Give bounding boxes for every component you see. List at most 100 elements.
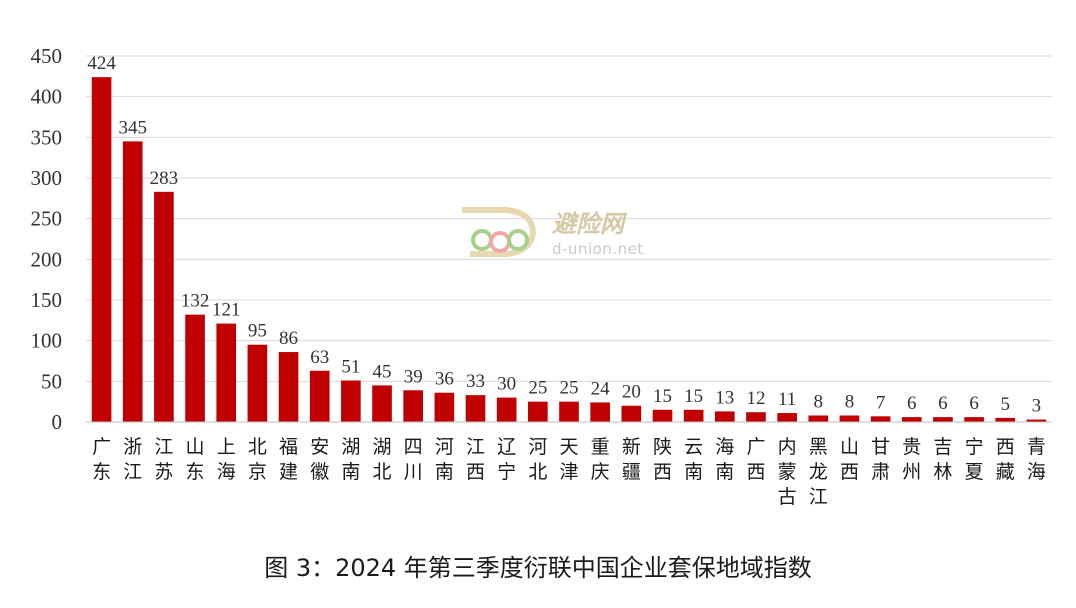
x-category-label: 贵州	[902, 436, 921, 483]
data-label: 7	[876, 392, 886, 413]
x-category-label: 海南	[715, 436, 734, 483]
gridlines	[86, 55, 1052, 382]
y-tick-label: 450	[31, 44, 63, 68]
x-category-label: 山东	[186, 436, 205, 483]
bar	[122, 141, 143, 422]
data-label: 132	[181, 291, 210, 312]
y-tick-label: 0	[52, 410, 63, 434]
data-label: 6	[938, 393, 948, 414]
data-label: 345	[118, 117, 147, 138]
data-label: 11	[778, 389, 796, 410]
bar	[995, 417, 1016, 422]
data-label: 39	[404, 366, 423, 387]
x-category-label: 北京	[248, 436, 267, 483]
data-label: 121	[212, 300, 241, 321]
bar	[714, 411, 735, 422]
bar	[403, 390, 424, 422]
data-label: 20	[622, 382, 641, 403]
x-category-label: 天津	[559, 436, 578, 483]
x-category-label: 重庆	[591, 436, 610, 483]
data-label: 3	[1032, 396, 1042, 417]
bar	[309, 370, 330, 422]
watermark-cn: 避险网	[552, 209, 628, 238]
x-category-label: 河北	[528, 436, 547, 483]
data-label: 15	[684, 386, 703, 407]
bar	[528, 401, 548, 422]
bar	[870, 416, 891, 422]
bar	[559, 401, 579, 422]
data-label: 15	[653, 386, 672, 407]
x-category-label: 甘肃	[871, 436, 890, 483]
data-label: 13	[715, 387, 734, 408]
x-category-label: 吉林	[933, 436, 952, 483]
bar	[341, 380, 361, 422]
x-category-label: 河南	[435, 436, 454, 483]
bar	[808, 415, 829, 422]
figure-caption: 图 3：2024 年第三季度衍联中国企业套保地域指数	[264, 554, 812, 582]
x-category-label: 黑龙江	[809, 436, 828, 508]
bar	[465, 395, 486, 422]
x-category-label: 陕西	[653, 436, 672, 483]
bar	[621, 405, 642, 422]
bar	[154, 191, 174, 422]
bar-chart: 避险网 d-union.net 0 50 100 150 200 250 300 350 400…	[31, 44, 1052, 508]
bar	[91, 77, 112, 422]
x-category-label: 云南	[684, 436, 703, 483]
data-label: 45	[373, 361, 392, 382]
data-label: 6	[969, 393, 979, 414]
bar	[652, 409, 673, 422]
x-axis-categories: 广东浙江江苏山东上海北京福建安徽湖南湖北四川河南江西辽宁河北天津重庆新疆陕西云南…	[92, 436, 1046, 508]
data-label: 25	[528, 378, 547, 399]
bar	[777, 413, 797, 422]
data-label: 33	[466, 371, 485, 392]
bar	[247, 344, 268, 422]
data-label: 63	[310, 347, 329, 368]
bar	[216, 323, 237, 422]
bar	[683, 409, 704, 422]
x-category-label: 安徽	[310, 436, 329, 483]
x-category-label: 辽宁	[497, 436, 516, 483]
bar	[1026, 419, 1047, 422]
y-tick-label: 400	[31, 85, 63, 109]
bar	[746, 412, 766, 422]
data-label: 283	[150, 168, 179, 189]
x-category-label: 四川	[404, 436, 423, 483]
bar	[590, 402, 610, 422]
data-label: 24	[591, 378, 611, 399]
bar	[185, 314, 205, 422]
x-category-label: 湖北	[373, 436, 392, 483]
data-label: 25	[560, 378, 579, 399]
data-label: 424	[87, 53, 116, 74]
x-category-label: 山西	[840, 436, 859, 483]
data-label: 36	[435, 369, 454, 390]
y-tick-label: 250	[31, 207, 63, 231]
x-category-label: 福建	[279, 436, 298, 483]
x-category-label: 江西	[466, 436, 485, 483]
x-category-label: 广东	[92, 436, 111, 483]
data-label: 8	[845, 391, 855, 412]
watermark: 避险网 d-union.net	[462, 207, 643, 258]
data-label: 6	[907, 393, 917, 414]
bar	[901, 417, 922, 422]
x-category-label: 内蒙古	[778, 436, 797, 508]
y-tick-label: 150	[31, 288, 63, 312]
x-category-label: 西藏	[996, 436, 1015, 483]
bar	[496, 397, 517, 422]
data-label: 86	[279, 328, 298, 349]
data-label: 51	[341, 357, 360, 378]
y-tick-label: 200	[31, 247, 63, 271]
y-axis-ticks: 0 50 100 150 200 250 300 350 400 450	[31, 44, 63, 434]
x-category-label: 湖南	[341, 436, 360, 483]
bar	[839, 415, 860, 422]
watermark-logo-icon	[462, 207, 537, 257]
x-category-label: 浙江	[123, 436, 142, 483]
y-tick-label: 100	[31, 329, 63, 353]
x-category-label: 青海	[1027, 436, 1046, 483]
x-category-label: 江苏	[154, 436, 173, 483]
bar	[372, 385, 392, 422]
bar	[933, 417, 953, 422]
data-label: 12	[746, 388, 765, 409]
bar	[964, 417, 984, 422]
bar	[278, 352, 299, 422]
x-category-label: 新疆	[622, 436, 641, 483]
